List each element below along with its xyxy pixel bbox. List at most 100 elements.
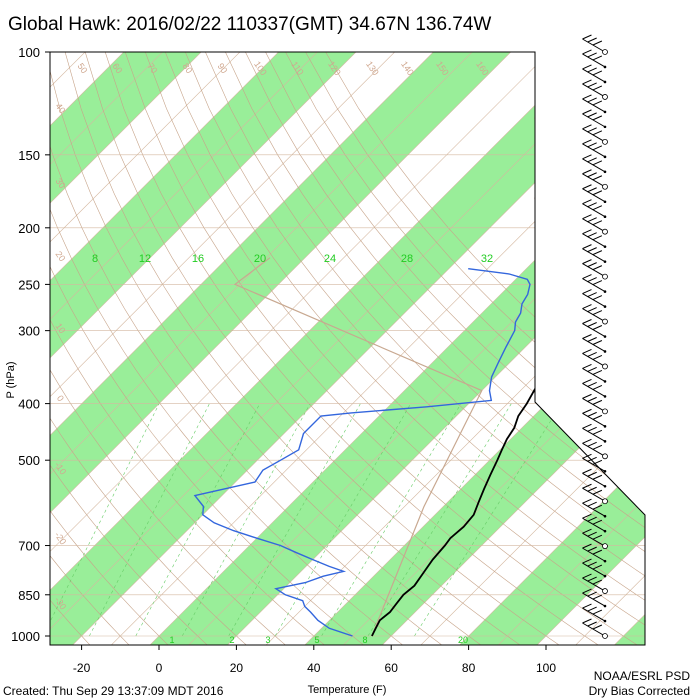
x-tick-label: -20 (73, 661, 91, 675)
dry-adiabat-label: 60 (110, 61, 124, 75)
mixing-ratio-line (89, 403, 210, 637)
y-tick-label: 150 (18, 148, 40, 163)
dry-adiabat (225, 52, 645, 645)
mixing-ratio-line (274, 403, 412, 637)
left-adiabat-label: -20 (53, 530, 69, 546)
dry-adiabat (325, 52, 645, 645)
x-tick-label: 100 (536, 661, 556, 675)
left-adiabat-label: 0 (55, 393, 66, 403)
dry-adiabat (50, 52, 94, 645)
isotherm-line (143, 52, 645, 645)
isotherm-line (375, 52, 645, 645)
isotherm-line (50, 52, 234, 645)
wind-barb (582, 319, 607, 338)
dry-adiabat (185, 52, 645, 645)
wind-barb (582, 79, 608, 100)
wind-barb (582, 573, 608, 594)
isotherm-line (50, 52, 273, 645)
isotherm-line (50, 52, 350, 645)
dry-adiabat-label: 70 (145, 61, 159, 75)
wind-barb (582, 259, 608, 280)
wind-barb (582, 588, 607, 608)
isotherm-line (686, 20, 700, 690)
wind-barb (582, 94, 607, 114)
dry-adiabat (0, 52, 15, 648)
wind-barb (582, 154, 607, 174)
wind-barb (582, 289, 607, 308)
wind-barb (582, 468, 607, 488)
dry-adiabat (50, 52, 329, 645)
wind-barb (582, 34, 608, 55)
wind-barb (582, 378, 607, 398)
wind-barb (582, 483, 608, 505)
wind-barb (582, 139, 607, 159)
x-tick-label: 40 (307, 661, 321, 675)
dry-adiabat (50, 52, 172, 645)
isotherm-line (50, 52, 544, 645)
parcel-path (233, 257, 483, 637)
wind-barb (582, 304, 608, 325)
wind-barb (582, 124, 608, 145)
dry-adiabat (145, 52, 645, 645)
mixing-ratio-bottom-label: 2 (229, 635, 234, 645)
y-tick-label: 250 (18, 277, 40, 292)
wind-barb (582, 274, 607, 293)
dry-adiabat (265, 52, 645, 645)
dry-adiabat (84, 52, 565, 645)
mixing-ratio-line (414, 403, 562, 637)
wind-barb (582, 618, 608, 639)
dry-adiabat (64, 52, 525, 645)
mixing-ratio-bottom-label: 1 (169, 635, 174, 645)
dry-adiabat (104, 52, 604, 645)
dry-adiabat (50, 52, 251, 645)
dry-adiabat (124, 52, 643, 645)
mixing-ratio-label: 20 (254, 253, 266, 265)
org-credit: NOAA/ESRL PSD (594, 669, 691, 683)
y-tick-label: 850 (18, 588, 40, 603)
wind-barb (582, 453, 607, 473)
isotherm-band-label: 0 (533, 343, 550, 360)
plot-frame (49, 51, 646, 646)
x-tick-label: 0 (156, 661, 163, 675)
dry-adiabat (50, 52, 408, 645)
dewpoint-line (193, 268, 531, 637)
y-tick-label: 400 (18, 397, 40, 412)
dry-adiabat (50, 52, 212, 645)
dry-adiabat (305, 52, 645, 645)
wind-barb (582, 423, 607, 443)
dry-adiabat (50, 52, 486, 645)
x-tick-label: 60 (385, 661, 399, 675)
parcel-trace (233, 257, 483, 637)
y-tick-label: 500 (18, 453, 40, 468)
left-adiabat-label: 40 (53, 101, 67, 115)
left-adiabat-label: 30 (53, 176, 67, 190)
dry-adiabat (205, 52, 645, 645)
chart-title: Global Hawk: 2016/02/22 110337(GMT) 34.6… (8, 14, 491, 35)
wind-barb (582, 214, 608, 235)
wind-barb (582, 199, 607, 219)
mixing-ratio-label: 32 (481, 253, 493, 265)
dry-adiabat (50, 52, 133, 645)
isotherm-band (414, 52, 645, 645)
left-adiabat-label: 20 (53, 249, 67, 263)
x-tick-label: 20 (230, 661, 244, 675)
wind-barb (582, 334, 607, 353)
isotherm-line (50, 52, 427, 645)
dry-adiabat-label: 80 (180, 61, 194, 75)
mixing-ratio-label: 16 (192, 253, 204, 265)
isotherm-line (50, 52, 505, 645)
mixing-ratio-line (228, 403, 361, 637)
wind-barb (582, 64, 607, 84)
left-adiabat-label: 10 (53, 321, 67, 335)
isotherm-line (336, 52, 645, 645)
mixing-ratio-bottom-label: 8 (362, 635, 367, 645)
wind-barb (582, 513, 607, 533)
mixing-ratio-line (181, 403, 311, 637)
y-tick-label: 300 (18, 324, 40, 339)
y-tick-label: 700 (18, 539, 40, 554)
isotherm-line (647, 20, 700, 690)
dry-adiabat (50, 52, 55, 645)
isotherm-line (50, 52, 195, 645)
mixing-ratio-label: 24 (324, 253, 336, 265)
y-tick-label: 200 (18, 221, 40, 236)
